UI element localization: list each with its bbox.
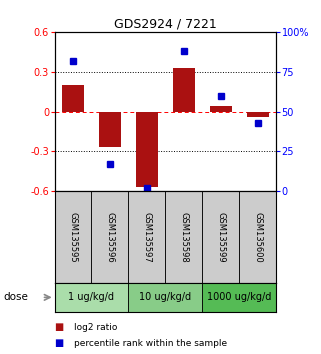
Text: 1000 ug/kg/d: 1000 ug/kg/d <box>207 292 271 302</box>
Bar <box>55 283 128 312</box>
Bar <box>210 106 232 112</box>
Text: log2 ratio: log2 ratio <box>74 323 117 332</box>
Text: GSM135600: GSM135600 <box>253 212 262 263</box>
Bar <box>128 191 165 283</box>
Bar <box>91 191 128 283</box>
Bar <box>173 68 195 112</box>
Text: 10 ug/kg/d: 10 ug/kg/d <box>139 292 191 302</box>
Text: GSM135599: GSM135599 <box>216 212 225 263</box>
Text: GSM135595: GSM135595 <box>68 212 78 263</box>
Bar <box>247 112 269 117</box>
Bar <box>239 191 276 283</box>
Text: GSM135597: GSM135597 <box>142 212 152 263</box>
Text: percentile rank within the sample: percentile rank within the sample <box>74 339 227 348</box>
Bar <box>55 191 91 283</box>
Bar <box>128 283 202 312</box>
Text: ■: ■ <box>55 338 64 348</box>
Bar <box>136 112 158 187</box>
Text: ■: ■ <box>55 322 64 332</box>
Bar <box>62 85 84 112</box>
Bar <box>202 283 276 312</box>
Text: dose: dose <box>3 292 28 302</box>
Text: GSM135598: GSM135598 <box>179 212 188 263</box>
Bar <box>165 191 202 283</box>
Text: 1 ug/kg/d: 1 ug/kg/d <box>68 292 115 302</box>
Bar <box>202 191 239 283</box>
Bar <box>99 112 121 147</box>
Text: GSM135596: GSM135596 <box>105 212 115 263</box>
Title: GDS2924 / 7221: GDS2924 / 7221 <box>114 18 217 31</box>
